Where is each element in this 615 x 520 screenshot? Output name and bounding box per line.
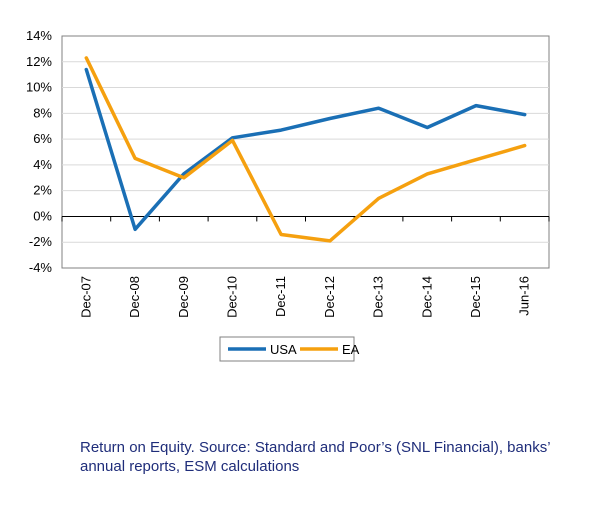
- x-tick-label: Dec-09: [176, 276, 191, 318]
- x-tick-label: Dec-11: [273, 276, 288, 317]
- legend-label-usa: USA: [270, 342, 297, 357]
- y-tick-label: -4%: [29, 260, 53, 275]
- legend: USA EA: [219, 336, 360, 362]
- caption-line-1: Return on Equity. Source: Standard and P…: [80, 439, 551, 456]
- y-tick-label: 12%: [26, 54, 52, 69]
- x-tick-label: Dec-10: [224, 276, 239, 318]
- y-tick-label: 2%: [33, 183, 52, 198]
- y-tick-label: 4%: [33, 157, 52, 172]
- series-line-usa: [84, 67, 527, 232]
- x-tick-label: Dec-12: [322, 276, 337, 318]
- chart-caption: Return on Equity. Source: Standard and P…: [80, 438, 600, 476]
- x-tick-label: Dec-07: [78, 276, 93, 318]
- x-tick-label: Dec-08: [127, 276, 142, 318]
- x-tick-label: Dec-14: [419, 276, 434, 318]
- y-tick-label: 6%: [33, 131, 52, 146]
- axes: 14% 12% 10% 8% 6% 4% 2% 0% -2% -4% Dec-07 Dec-08 Dec…: [26, 28, 550, 318]
- y-tick-label: 8%: [33, 105, 52, 120]
- plot-area: [61, 35, 550, 269]
- y-tick-label: 14%: [26, 28, 52, 43]
- y-tick-label: -2%: [29, 234, 53, 249]
- caption-line-2: annual reports, ESM calculations: [80, 458, 300, 475]
- y-tick-label: 10%: [26, 80, 52, 95]
- y-tick-label: 0%: [33, 208, 52, 223]
- x-tick-label: Dec-15: [468, 276, 483, 318]
- legend-label-ea: EA: [342, 342, 360, 357]
- x-tick-label: Dec-13: [371, 276, 386, 318]
- series-lines: [84, 56, 527, 243]
- x-tick-label: Jun-16: [517, 276, 532, 316]
- series-line-ea: [84, 56, 527, 243]
